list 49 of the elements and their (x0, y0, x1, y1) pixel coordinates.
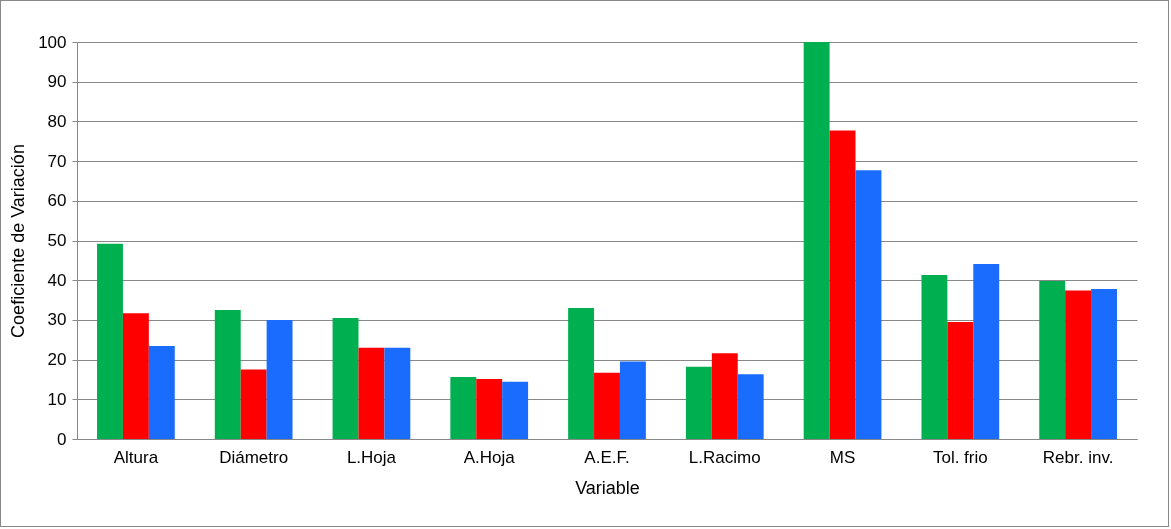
y-tick-label: 60 (47, 191, 67, 211)
bar (1065, 290, 1092, 439)
bar (711, 353, 738, 439)
bar (737, 374, 764, 439)
bar (476, 379, 503, 439)
bar (502, 381, 529, 439)
y-axis-title: Coeficiente de Variación (8, 144, 29, 338)
x-tick-label: A.Hoja (463, 447, 516, 467)
x-tick-label: Tol. frio (932, 447, 988, 467)
bar (1091, 288, 1117, 439)
bar (266, 319, 293, 439)
bar (921, 275, 948, 439)
bar (973, 263, 1000, 439)
y-tick-label: 90 (47, 72, 67, 92)
bar (97, 243, 123, 439)
bar (1039, 280, 1066, 439)
bar (122, 313, 149, 439)
x-tick-label: A.E.F. (584, 447, 630, 467)
x-tick-label: Altura (113, 447, 159, 467)
x-axis-title: Variable (575, 477, 640, 498)
x-tick-label: Rebr. inv. (1042, 447, 1114, 467)
bar (947, 321, 974, 439)
bar (384, 347, 411, 439)
bar (829, 130, 856, 439)
y-tick-label: 100 (38, 32, 67, 52)
bar (685, 366, 712, 439)
x-tick-label: MS (829, 447, 856, 467)
y-tick-label: 20 (47, 350, 67, 370)
bar (148, 346, 175, 439)
y-tick-label: 0 (57, 429, 67, 449)
x-tick-label: L.Racimo (688, 447, 761, 467)
bar (358, 347, 385, 439)
y-tick-label: 30 (47, 310, 67, 330)
bar (240, 369, 267, 439)
bar (619, 361, 646, 439)
y-tick-label: 40 (47, 270, 67, 290)
y-tick-label: 70 (47, 151, 67, 171)
bar (855, 170, 882, 439)
y-tick-label: 10 (47, 389, 67, 409)
x-tick-label: L.Hoja (346, 447, 397, 467)
bar (214, 309, 241, 439)
x-tick-label: Diámetro (219, 447, 289, 467)
bar (594, 372, 620, 439)
bar (332, 317, 359, 439)
y-tick-label: 80 (47, 111, 67, 131)
bar (568, 307, 595, 439)
bar (803, 42, 830, 439)
y-tick-label: 50 (47, 231, 67, 250)
bar (450, 377, 477, 439)
